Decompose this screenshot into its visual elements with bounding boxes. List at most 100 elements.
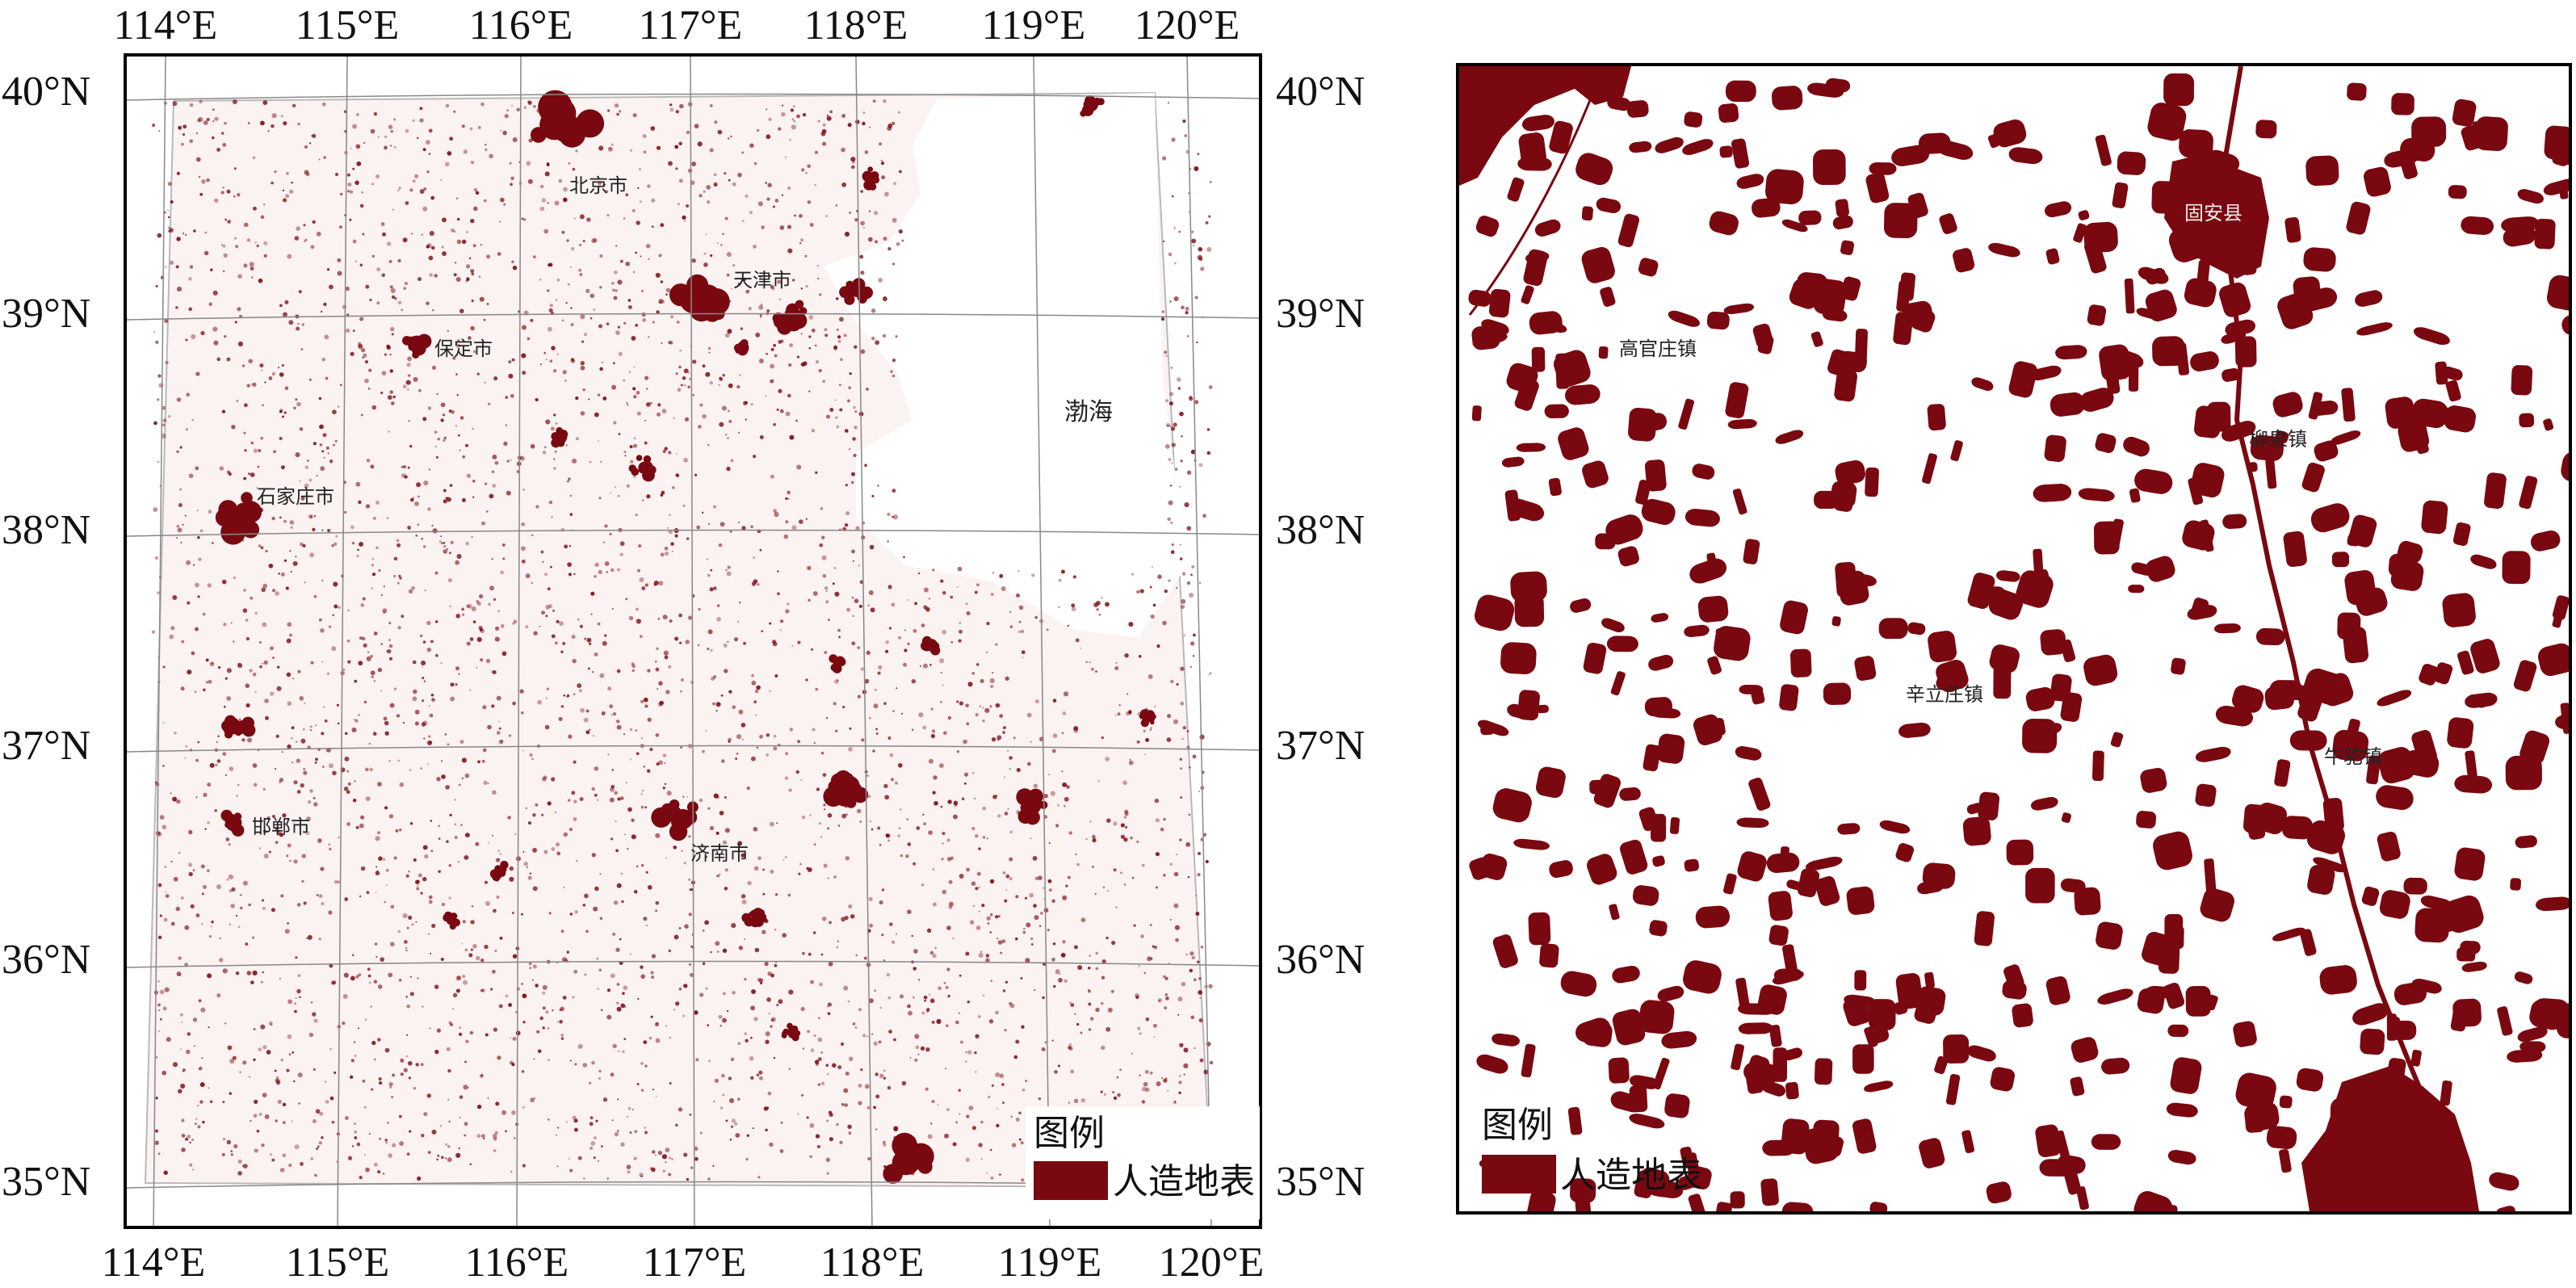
urban-dot bbox=[312, 1012, 317, 1017]
urban-dot bbox=[1176, 586, 1178, 589]
city-cluster-patch bbox=[739, 341, 746, 347]
urban-dot bbox=[620, 259, 623, 263]
urban-dot bbox=[980, 1158, 983, 1160]
urban-dot bbox=[1136, 740, 1140, 744]
settlement-patch bbox=[2097, 988, 2133, 1005]
urban-dot bbox=[841, 182, 847, 187]
urban-dot bbox=[412, 119, 415, 123]
urban-dot bbox=[619, 938, 622, 941]
urban-dot bbox=[420, 767, 422, 770]
urban-dot bbox=[966, 1114, 970, 1118]
settlement-patch bbox=[1810, 331, 1823, 347]
urban-dot bbox=[344, 510, 347, 514]
settlement-patch bbox=[1928, 631, 1957, 663]
urban-dot bbox=[703, 929, 705, 932]
urban-dot bbox=[388, 760, 391, 762]
urban-dot bbox=[169, 634, 174, 640]
urban-dot bbox=[1171, 543, 1174, 547]
urban-dot bbox=[463, 149, 468, 154]
urban-dot bbox=[297, 974, 301, 977]
urban-dot bbox=[443, 544, 447, 548]
settlement-patch bbox=[2296, 1068, 2324, 1092]
urban-dot bbox=[585, 730, 590, 735]
urban-dot bbox=[354, 780, 356, 782]
urban-dot bbox=[212, 120, 215, 123]
urban-dot bbox=[521, 983, 523, 985]
settlement-patch bbox=[1953, 248, 1975, 273]
urban-dot bbox=[633, 366, 636, 368]
urban-dot bbox=[710, 568, 713, 572]
urban-dot bbox=[903, 662, 907, 667]
lon-label: 119°E bbox=[982, 2, 1086, 48]
urban-dot bbox=[430, 850, 434, 853]
urban-dot bbox=[170, 921, 175, 926]
settlement-patch bbox=[2400, 137, 2435, 162]
urban-dot bbox=[781, 194, 784, 196]
urban-dot bbox=[575, 181, 579, 184]
urban-dot bbox=[525, 807, 527, 809]
urban-dot bbox=[797, 640, 801, 644]
urban-dot bbox=[1123, 837, 1128, 842]
urban-dot bbox=[490, 988, 493, 991]
urban-dot bbox=[586, 637, 592, 643]
settlement-patch bbox=[2470, 554, 2497, 569]
urban-dot bbox=[959, 1113, 961, 1115]
urban-dot bbox=[447, 1157, 452, 1163]
urban-dot bbox=[631, 669, 635, 673]
urban-dot bbox=[1021, 1178, 1025, 1182]
settlement-patch bbox=[1695, 905, 1731, 929]
urban-dot bbox=[648, 258, 650, 261]
urban-dot bbox=[464, 1134, 467, 1137]
urban-dot bbox=[396, 714, 401, 718]
urban-dot bbox=[839, 1140, 843, 1144]
urban-dot bbox=[868, 998, 874, 1004]
settlement-patch bbox=[2360, 1028, 2385, 1055]
lon-label: 117°E bbox=[639, 2, 743, 48]
urban-dot bbox=[572, 458, 577, 464]
urban-dot bbox=[732, 264, 735, 266]
urban-dot bbox=[801, 168, 805, 172]
settlement-patch bbox=[2347, 82, 2367, 101]
urban-dot bbox=[547, 289, 550, 292]
urban-dot bbox=[577, 1043, 583, 1049]
urban-dot bbox=[1209, 180, 1212, 183]
urban-dot bbox=[1199, 734, 1205, 740]
lon-label: 120°E bbox=[1135, 2, 1240, 48]
urban-dot bbox=[407, 1060, 413, 1066]
urban-dot bbox=[606, 988, 611, 992]
settlement-patch bbox=[2515, 835, 2537, 849]
city-cluster-patch bbox=[224, 730, 233, 739]
urban-dot bbox=[1198, 990, 1203, 995]
urban-dot bbox=[930, 733, 935, 739]
urban-dot bbox=[405, 996, 408, 998]
urban-dot bbox=[707, 1177, 711, 1181]
urban-dot bbox=[193, 564, 195, 566]
urban-dot bbox=[787, 893, 791, 897]
urban-dot bbox=[1178, 230, 1181, 233]
urban-dot bbox=[651, 975, 655, 980]
urban-dot bbox=[965, 703, 969, 707]
urban-dot bbox=[848, 904, 853, 909]
urban-dot bbox=[1181, 598, 1186, 604]
urban-dot bbox=[318, 894, 323, 898]
urban-dot bbox=[568, 545, 572, 548]
urban-dot bbox=[231, 887, 236, 892]
urban-dot bbox=[895, 933, 898, 935]
settlement-patch bbox=[2079, 388, 2114, 412]
urban-dot bbox=[758, 1070, 763, 1075]
urban-dot bbox=[1139, 1074, 1141, 1076]
urban-dot bbox=[860, 349, 866, 355]
urban-dot bbox=[932, 791, 936, 795]
urban-dot bbox=[170, 792, 172, 795]
urban-dot bbox=[596, 958, 598, 960]
urban-dot bbox=[1150, 727, 1153, 729]
urban-dot bbox=[1208, 385, 1213, 389]
urban-dot bbox=[514, 833, 517, 835]
urban-dot bbox=[471, 536, 473, 538]
urban-dot bbox=[839, 408, 843, 412]
settlement-patch bbox=[2131, 562, 2154, 576]
settlement-patch bbox=[2195, 746, 2231, 762]
urban-dot bbox=[243, 476, 247, 480]
urban-dot bbox=[195, 627, 199, 631]
urban-dot bbox=[599, 367, 603, 371]
